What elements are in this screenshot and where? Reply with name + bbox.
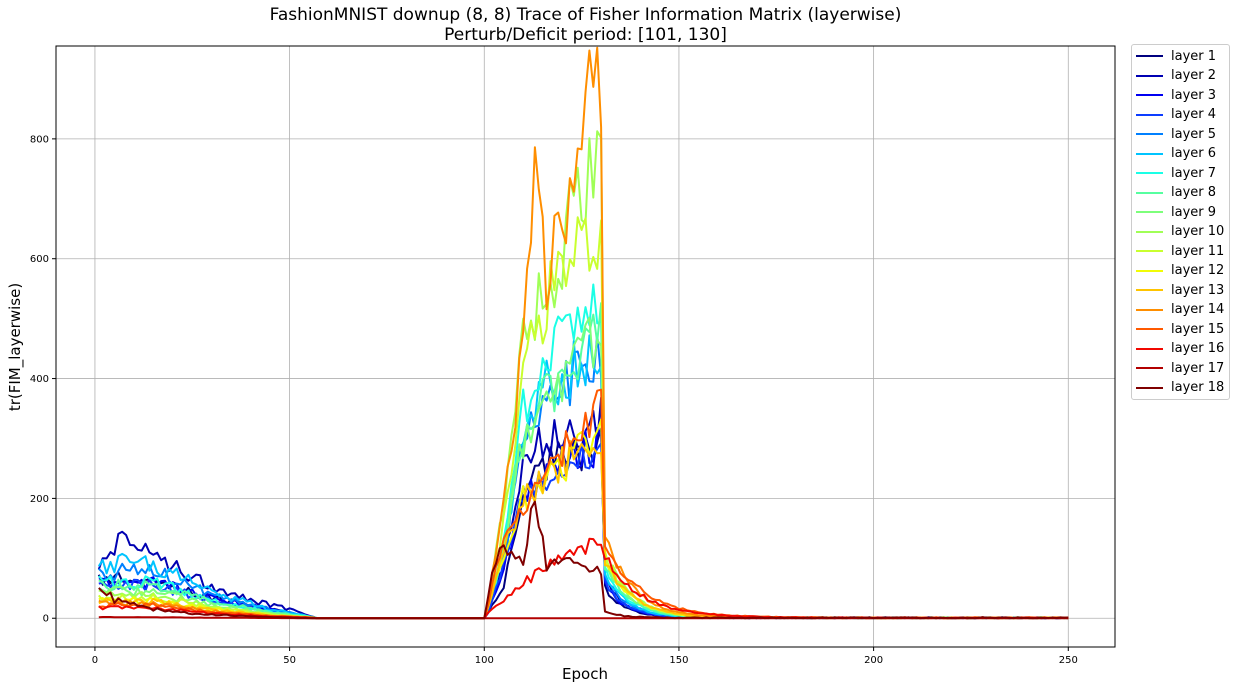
series-line-15 — [98, 388, 1069, 620]
legend-swatch — [1136, 386, 1163, 389]
legend-item: layer 5 — [1136, 125, 1216, 143]
legend-label: layer 18 — [1171, 380, 1225, 395]
legend-swatch — [1136, 347, 1163, 350]
legend-item: layer 6 — [1136, 145, 1216, 163]
x-tick-label: 200 — [864, 655, 883, 666]
grid-lines — [56, 46, 1115, 647]
legend-swatch — [1136, 191, 1163, 194]
plot-frame — [55, 45, 1116, 648]
legend-item: layer 15 — [1136, 320, 1224, 338]
legend-label: layer 11 — [1171, 243, 1225, 259]
legend-swatch — [1136, 250, 1163, 252]
chart-title: FashionMNIST downup (8, 8) Trace of Fish… — [269, 5, 902, 25]
legend-label: layer 7 — [1171, 165, 1217, 181]
legend-item: layer 14 — [1136, 301, 1224, 319]
legend-swatch — [1136, 94, 1163, 96]
legend-swatch — [1136, 328, 1163, 330]
chart-subtitle: Perturb/Deficit period: [101, 130] — [444, 25, 727, 45]
legend-item: layer 7 — [1136, 164, 1216, 182]
legend-swatch — [1136, 289, 1163, 291]
legend-label: layer 15 — [1171, 321, 1225, 337]
axis-ticks: 0 50 100 150 200 250 0 200 400 600 800 — [30, 134, 1078, 666]
series-lines — [97, 46, 1069, 620]
legend-swatch — [1136, 230, 1163, 233]
legend-item: layer 11 — [1136, 242, 1224, 260]
legend-label: layer 1 — [1171, 48, 1217, 64]
legend-label: layer 6 — [1171, 146, 1217, 161]
legend-item: layer 1 — [1136, 47, 1216, 65]
y-tick-label: 200 — [30, 494, 49, 505]
legend-label: layer 3 — [1171, 87, 1217, 103]
legend-item: layer 17 — [1136, 359, 1224, 377]
legend-label: layer 2 — [1171, 68, 1217, 83]
legend-item: layer 13 — [1136, 281, 1224, 299]
x-axis-label: Epoch — [562, 665, 608, 683]
legend-item: layer 8 — [1136, 184, 1216, 202]
legend-swatch — [1136, 152, 1163, 155]
series-line-4 — [98, 442, 1069, 620]
legend-label: layer 16 — [1171, 341, 1225, 356]
legend-label: layer 13 — [1171, 282, 1225, 298]
legend-item: layer 10 — [1136, 223, 1224, 241]
legend-label: layer 12 — [1171, 263, 1225, 278]
series-line-18 — [98, 500, 1069, 620]
legend-label: layer 8 — [1171, 185, 1217, 200]
series-line-11 — [98, 216, 1069, 620]
legend-swatch — [1136, 133, 1163, 135]
legend-label: layer 9 — [1171, 204, 1217, 220]
legend-label: layer 4 — [1171, 107, 1217, 122]
x-tick-label: 100 — [475, 655, 494, 666]
legend-swatch — [1136, 308, 1163, 311]
legend-label: layer 5 — [1171, 126, 1217, 142]
legend-label: layer 10 — [1171, 224, 1225, 239]
legend-swatch — [1136, 211, 1163, 213]
legend-item: layer 18 — [1136, 379, 1224, 397]
legend-label: layer 17 — [1171, 360, 1225, 376]
y-tick-label: 0 — [43, 614, 49, 625]
legend-swatch — [1136, 172, 1163, 174]
legend-item: layer 16 — [1136, 340, 1224, 358]
series-line-6 — [97, 334, 1069, 620]
legend-swatch — [1136, 55, 1163, 57]
x-tick-label: 150 — [669, 655, 688, 666]
legend-label: layer 14 — [1171, 302, 1225, 317]
series-line-9 — [98, 316, 1069, 620]
legend-swatch — [1136, 269, 1163, 272]
legend-swatch — [1136, 113, 1163, 116]
y-tick-label: 600 — [30, 254, 49, 265]
y-tick-label: 800 — [30, 134, 49, 145]
legend-item: layer 3 — [1136, 86, 1216, 104]
legend-swatch — [1136, 74, 1163, 77]
legend-swatch — [1136, 367, 1163, 369]
legend-item: layer 12 — [1136, 262, 1224, 280]
x-tick-label: 50 — [283, 655, 296, 666]
x-tick-label: 0 — [92, 655, 98, 666]
y-axis-label: tr(FIM_layerwise) — [6, 283, 25, 411]
legend-item: layer 9 — [1136, 203, 1216, 221]
x-tick-label: 250 — [1059, 655, 1078, 666]
legend: layer 1 layer 2 layer 3 layer 4 layer 5 layer… — [1131, 44, 1230, 400]
series-line-13 — [98, 439, 1069, 620]
legend-item: layer 4 — [1136, 106, 1216, 124]
legend-item: layer 2 — [1136, 67, 1216, 85]
y-tick-label: 400 — [30, 374, 49, 385]
